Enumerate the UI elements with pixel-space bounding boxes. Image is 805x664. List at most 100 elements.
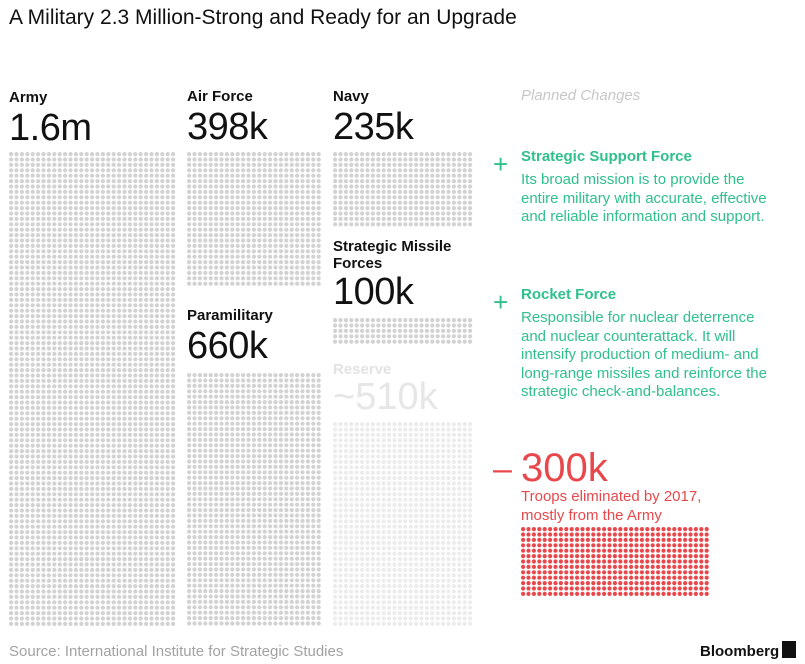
unit-dot xyxy=(14,362,19,367)
unit-dot xyxy=(187,249,192,254)
unit-dot xyxy=(154,546,159,551)
unit-dot xyxy=(219,211,224,216)
unit-dot xyxy=(25,465,30,470)
unit-dot xyxy=(52,287,57,292)
unit-dot xyxy=(138,184,143,189)
unit-dot xyxy=(111,567,116,573)
unit-dot xyxy=(9,449,14,454)
unit-dot xyxy=(165,281,170,286)
unit-dot xyxy=(14,551,19,556)
unit-dot xyxy=(138,179,143,184)
unit-dot xyxy=(57,276,62,281)
unit-dot xyxy=(160,594,165,600)
unit-dot xyxy=(160,443,165,448)
unit-dot xyxy=(387,200,392,205)
unit-dot xyxy=(111,281,116,286)
unit-dot xyxy=(30,573,35,578)
unit-dot xyxy=(305,437,310,442)
unit-dot xyxy=(90,405,95,410)
unit-dot xyxy=(122,519,127,524)
unit-dot xyxy=(138,249,143,254)
unit-dot xyxy=(208,184,213,189)
unit-dot xyxy=(14,562,19,567)
unit-dot xyxy=(154,254,159,259)
unit-dot xyxy=(246,238,251,243)
unit-dot xyxy=(338,206,343,211)
unit-dot xyxy=(257,432,262,437)
unit-dot xyxy=(100,222,105,227)
unit-dot xyxy=(305,254,310,259)
unit-dot xyxy=(349,179,354,184)
unit-dot xyxy=(171,152,176,157)
unit-dot xyxy=(403,152,408,157)
unit-dot xyxy=(138,600,143,605)
unit-dot xyxy=(106,238,111,243)
unit-dot xyxy=(257,410,262,415)
unit-dot xyxy=(360,200,365,205)
unit-dot xyxy=(19,416,24,421)
unit-dot xyxy=(457,211,462,216)
unit-dot xyxy=(197,470,202,475)
unit-dot xyxy=(419,339,424,344)
unit-dot xyxy=(19,362,24,367)
unit-dot xyxy=(100,616,105,621)
unit-dot xyxy=(289,184,294,189)
unit-dot xyxy=(284,405,289,410)
unit-dot xyxy=(144,492,149,497)
unit-dot xyxy=(381,173,386,178)
unit-dot xyxy=(468,334,473,339)
unit-dot xyxy=(251,605,256,610)
unit-dot xyxy=(197,173,202,178)
unit-dot xyxy=(197,508,202,513)
unit-dot xyxy=(73,578,78,583)
unit-dot xyxy=(338,323,343,328)
unit-dot xyxy=(90,157,95,162)
unit-dot xyxy=(230,459,235,464)
unit-dot xyxy=(25,179,30,184)
unit-dot xyxy=(251,195,256,200)
unit-dot xyxy=(19,378,24,383)
unit-dot xyxy=(111,206,116,211)
unit-dot xyxy=(197,502,202,507)
unit-dot xyxy=(430,173,435,178)
unit-dot xyxy=(57,157,62,162)
unit-dot xyxy=(246,410,251,415)
unit-dot xyxy=(95,400,100,405)
unit-dot xyxy=(149,438,154,443)
unit-dot xyxy=(9,470,14,475)
unit-dot xyxy=(9,319,14,324)
unit-dot xyxy=(224,270,229,275)
unit-dot xyxy=(268,276,273,281)
unit-dot xyxy=(14,470,19,475)
unit-dot xyxy=(257,502,262,507)
unit-dot xyxy=(25,535,30,540)
unit-dot xyxy=(235,583,240,588)
unit-dot xyxy=(289,486,294,491)
unit-dot xyxy=(41,206,46,211)
unit-dot xyxy=(122,211,127,216)
unit-dot xyxy=(9,535,14,540)
unit-dot xyxy=(403,334,408,339)
unit-dot xyxy=(316,162,321,167)
unit-dot xyxy=(106,600,111,605)
unit-dot xyxy=(430,200,435,205)
unit-dot xyxy=(165,265,170,270)
unit-dot xyxy=(138,357,143,362)
unit-dot xyxy=(14,162,19,167)
unit-dot xyxy=(117,243,122,248)
unit-dot xyxy=(273,394,278,399)
unit-dot xyxy=(79,384,84,389)
unit-dot xyxy=(273,572,278,578)
unit-dot xyxy=(343,328,348,333)
unit-dot xyxy=(230,599,235,605)
unit-dot xyxy=(160,400,165,405)
unit-dot xyxy=(278,243,283,248)
unit-dot xyxy=(316,195,321,200)
unit-dot xyxy=(214,260,219,265)
unit-dot xyxy=(36,254,41,259)
unit-dot xyxy=(100,281,105,286)
unit-dot xyxy=(149,324,154,329)
unit-dot xyxy=(30,557,35,562)
unit-dot xyxy=(57,357,62,362)
unit-dot xyxy=(30,578,35,583)
